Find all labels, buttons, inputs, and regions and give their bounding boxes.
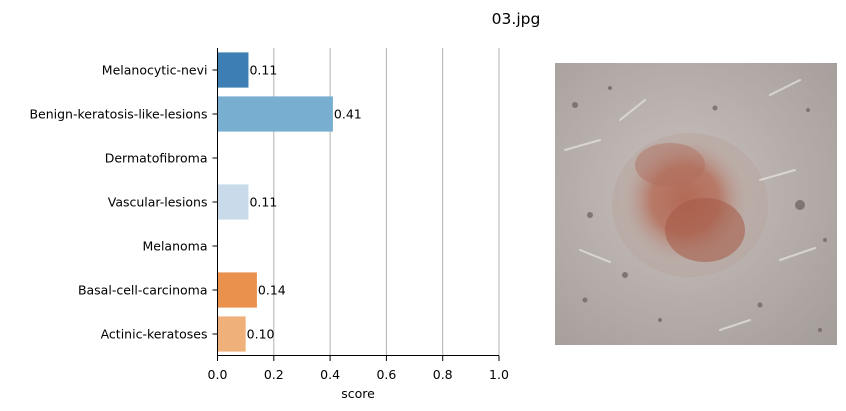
category-label: Dermatofibroma	[105, 151, 208, 166]
bar	[217, 316, 246, 352]
category-labels: Melanocytic-nevi Benign-keratosis-like-le…	[29, 63, 218, 342]
bars	[217, 52, 333, 352]
category-label: Actinic-keratoses	[101, 327, 208, 342]
x-tick-label: 0.8	[433, 367, 453, 382]
category-label: Basal-cell-carcinoma	[78, 283, 208, 298]
x-tick-label: 0.0	[208, 367, 228, 382]
category-label: Melanocytic-nevi	[102, 63, 208, 78]
category-label: Vascular-lesions	[108, 195, 208, 210]
x-tick-label: 0.2	[264, 367, 284, 382]
x-ticks: 0.0 0.2 0.4 0.6 0.8 1.0	[208, 356, 509, 382]
bar-value-label: 0.14	[258, 283, 286, 298]
bar-value-label: 0.11	[249, 63, 277, 78]
bar-value-label: 0.11	[249, 195, 277, 210]
x-tick-label: 0.4	[320, 367, 340, 382]
bar	[217, 272, 257, 308]
category-label: Benign-keratosis-like-lesions	[29, 107, 207, 122]
grid-lines	[273, 48, 500, 356]
x-axis-title: score	[341, 386, 375, 401]
bar	[217, 96, 333, 132]
figure-title: 03.jpg	[492, 10, 541, 28]
x-tick-label: 0.6	[376, 367, 396, 382]
category-label: Melanoma	[142, 239, 207, 254]
bar	[217, 52, 249, 88]
skin-lesion-photo	[555, 63, 837, 345]
data-labels: 0.11 0.41 0.11 0.14 0.10	[247, 63, 362, 342]
x-tick-label: 1.0	[489, 367, 509, 382]
bar-value-label: 0.10	[247, 327, 275, 342]
bar-value-label: 0.41	[334, 107, 362, 122]
bar	[217, 184, 249, 220]
